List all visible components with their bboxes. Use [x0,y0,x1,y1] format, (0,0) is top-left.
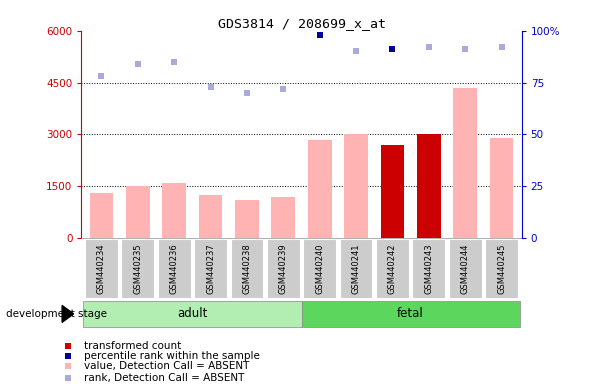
Bar [417,134,441,238]
Text: GSM440245: GSM440245 [497,243,506,294]
Bar [90,193,113,238]
Bar [235,200,259,238]
Text: GSM440243: GSM440243 [425,243,434,294]
Text: adult: adult [177,308,207,320]
Bar [162,183,186,238]
FancyBboxPatch shape [194,239,227,298]
Text: GSM440244: GSM440244 [461,243,470,294]
FancyBboxPatch shape [449,239,482,298]
Text: transformed count: transformed count [84,341,182,351]
FancyBboxPatch shape [485,239,518,298]
Text: GSM440241: GSM440241 [352,243,361,294]
Bar [344,134,368,238]
FancyBboxPatch shape [376,239,409,298]
Text: rank, Detection Call = ABSENT: rank, Detection Call = ABSENT [84,373,245,383]
Polygon shape [62,306,74,323]
FancyBboxPatch shape [302,301,520,327]
FancyBboxPatch shape [412,239,445,298]
FancyBboxPatch shape [230,239,264,298]
Text: GSM440235: GSM440235 [133,243,142,294]
Text: GSM440238: GSM440238 [242,243,251,294]
Bar [380,145,404,238]
Text: percentile rank within the sample: percentile rank within the sample [84,351,260,361]
Text: value, Detection Call = ABSENT: value, Detection Call = ABSENT [84,361,250,371]
FancyBboxPatch shape [267,239,300,298]
FancyBboxPatch shape [121,239,154,298]
Bar [453,88,477,238]
Bar [199,195,223,238]
Text: GSM440239: GSM440239 [279,243,288,294]
Text: fetal: fetal [397,308,424,320]
Text: GSM440236: GSM440236 [169,243,178,294]
FancyBboxPatch shape [339,239,373,298]
FancyBboxPatch shape [303,239,336,298]
Bar [126,186,150,238]
FancyBboxPatch shape [158,239,191,298]
FancyBboxPatch shape [83,301,302,327]
FancyBboxPatch shape [85,239,118,298]
Text: GSM440237: GSM440237 [206,243,215,294]
Bar [271,197,295,238]
Bar [308,140,332,238]
Text: GSM440234: GSM440234 [97,243,106,294]
Text: GSM440242: GSM440242 [388,243,397,294]
Bar [490,138,513,238]
Text: development stage: development stage [6,309,107,319]
Title: GDS3814 / 208699_x_at: GDS3814 / 208699_x_at [218,17,385,30]
Text: GSM440240: GSM440240 [315,243,324,294]
